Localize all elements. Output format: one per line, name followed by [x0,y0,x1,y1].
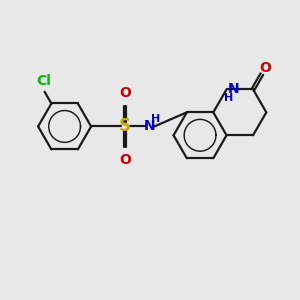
Text: O: O [119,86,131,100]
Text: N: N [228,82,240,96]
Text: O: O [259,61,271,76]
Text: S: S [119,117,131,135]
Text: H: H [151,114,160,124]
Text: N: N [144,119,156,134]
Text: H: H [224,93,233,103]
Text: Cl: Cl [37,74,51,88]
Text: O: O [119,153,131,167]
